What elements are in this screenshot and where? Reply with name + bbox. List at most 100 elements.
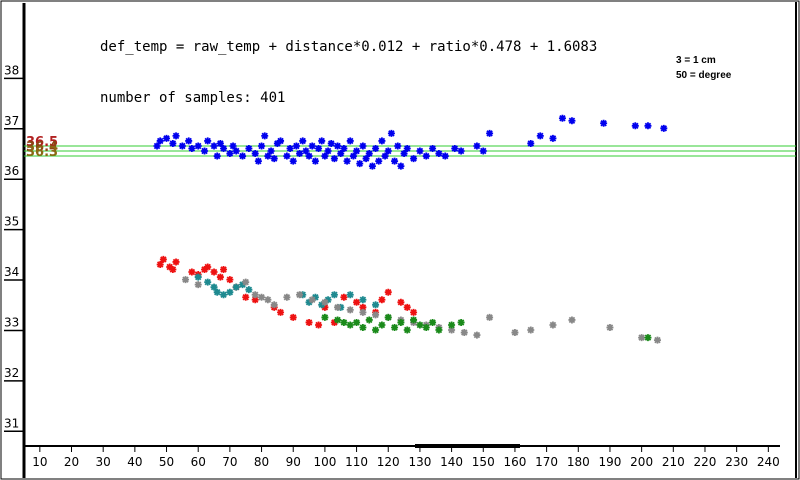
data-point [242,278,250,286]
x-ticks: 10 20 30 40 50 60 70 80 90 100 110 120 130 140 150 160 1… [32,446,780,469]
data-point [359,142,367,150]
data-point [302,147,310,155]
x-tick-label: 220 [694,455,717,469]
y-tick-label: 37 [4,114,19,128]
data-point [283,152,291,160]
x-tick-label: 10 [32,455,47,469]
data-point [315,321,323,329]
data-point [226,150,234,158]
data-point [410,308,418,316]
data-point [204,278,212,286]
data-point [311,157,319,165]
data-point [305,152,313,160]
data-point [448,326,456,334]
data-point [226,276,234,284]
data-point [479,147,487,155]
data-point [372,326,380,334]
y-tick-label: 35 [4,215,19,229]
data-point [289,157,297,165]
data-point [384,288,392,296]
y-tick-label: 38 [4,63,19,77]
data-point [422,152,430,160]
data-point [473,142,481,150]
data-point [194,273,202,281]
data-point [245,144,253,152]
data-point [416,147,424,155]
reference-label: 36.3 [26,145,58,160]
data-point [311,293,319,301]
data-point [305,318,313,326]
data-point [365,316,373,324]
data-point [403,303,411,311]
data-point [362,155,370,163]
data-point [356,160,364,168]
y-tick-label: 34 [4,265,19,279]
data-point [226,288,234,296]
data-point [201,147,209,155]
data-point [194,142,202,150]
data-point [653,336,661,344]
data-point [600,119,608,127]
data-point [156,260,164,268]
data-point [346,321,354,329]
data-point [660,124,668,132]
data-point [169,266,177,274]
x-tick-label: 190 [599,455,622,469]
data-point [527,326,535,334]
data-point [343,157,351,165]
data-point [289,313,297,321]
data-point [391,324,399,332]
data-point [308,296,316,304]
data-point [397,162,405,170]
data-point [258,142,266,150]
data-point [277,308,285,316]
data-point [631,122,639,130]
data-point [375,157,383,165]
data-point [264,296,272,304]
data-point [210,268,218,276]
data-point [644,122,652,130]
data-point [204,137,212,145]
data-point [305,298,313,306]
data-point [451,144,459,152]
data-point [153,142,161,150]
data-point [381,152,389,160]
data-point [378,137,386,145]
x-tick-label: 120 [377,455,400,469]
data-point [346,306,354,314]
data-point [242,293,250,301]
data-point [359,303,367,311]
data-point [166,263,174,271]
data-point [346,291,354,299]
data-point [549,134,557,142]
data-point [330,155,338,163]
data-point [387,129,395,137]
data-point [397,318,405,326]
data-point [239,281,247,289]
data-point [340,318,348,326]
data-point [188,144,196,152]
data-point [536,132,544,140]
legend-note-distance: 3 = 1 cm [676,55,716,66]
x-tick-label: 50 [159,455,174,469]
data-point [606,324,614,332]
data-point [324,296,332,304]
formula-text: def_temp = raw_temp + distance*0.012 + r… [100,39,597,55]
data-point [296,150,304,158]
x-tick-label: 60 [191,455,206,469]
data-point [372,144,380,152]
y-tick-label: 32 [4,366,19,380]
data-point [220,144,228,152]
data-point [330,291,338,299]
x-tick-label: 210 [662,455,685,469]
data-point [213,288,221,296]
data-point [429,144,437,152]
data-point [644,334,652,342]
data-point [527,139,535,147]
data-point [169,139,177,147]
x-tick-label: 110 [345,455,368,469]
series-0 [153,114,668,170]
data-point [372,311,380,319]
y-tick-label: 31 [4,416,19,430]
